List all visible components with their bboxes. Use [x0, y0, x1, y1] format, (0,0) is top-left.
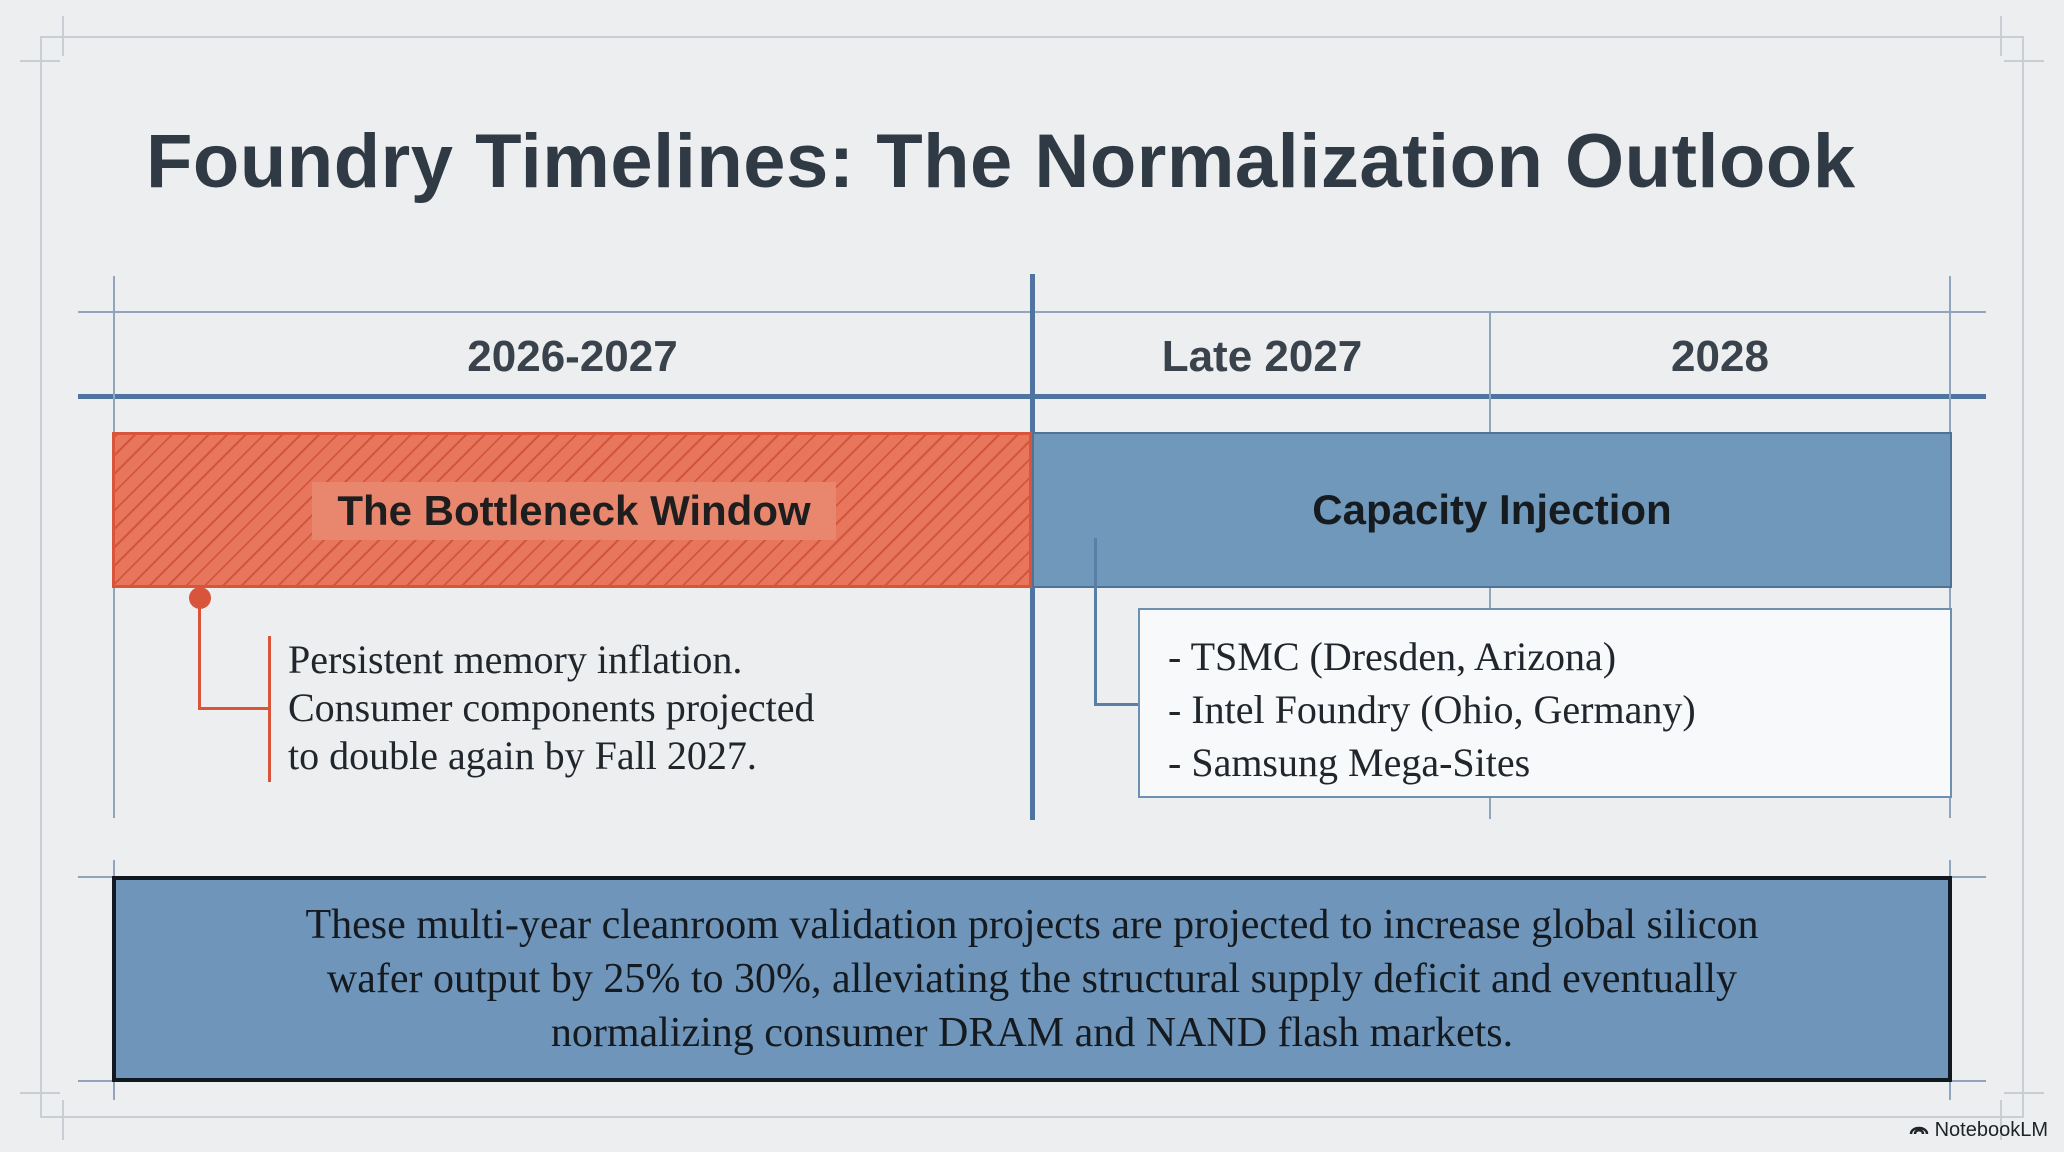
- callout-bracket: [268, 636, 271, 782]
- summary-line: These multi-year cleanroom validation pr…: [305, 902, 1759, 948]
- bottleneck-note-line: Persistent memory inflation.: [288, 637, 743, 682]
- list-item: - TSMC (Dresden, Arizona): [1168, 634, 1617, 679]
- frame-top-line: [40, 36, 2024, 38]
- bottleneck-note-line: to double again by Fall 2027.: [288, 733, 757, 778]
- column-header-2028: 2028: [1671, 332, 1769, 381]
- frame-left-line: [40, 36, 42, 1118]
- callout-connector-horizontal: [198, 707, 270, 710]
- list-item: - Intel Foundry (Ohio, Germany): [1168, 687, 1696, 732]
- crop-mark: [2000, 1100, 2002, 1140]
- notebooklm-logo-icon: [1909, 1119, 1929, 1142]
- foundry-list: - TSMC (Dresden, Arizona) - Intel Foundr…: [1138, 608, 1952, 798]
- crop-mark: [62, 1100, 64, 1140]
- crop-mark: [2004, 1092, 2044, 1094]
- capacity-connector-vertical: [1094, 538, 1097, 706]
- column-header-late-2027: Late 2027: [1161, 332, 1363, 381]
- crop-mark: [2004, 60, 2044, 62]
- frame-bottom-line: [40, 1116, 2024, 1118]
- list-item: - Samsung Mega-Sites: [1168, 740, 1531, 785]
- summary-line: normalizing consumer DRAM and NAND flash…: [550, 1010, 1514, 1056]
- bottleneck-note: Persistent memory inflation. Consumer co…: [288, 636, 948, 780]
- crop-mark: [20, 1092, 60, 1094]
- column-header-2026-2027: 2026-2027: [467, 332, 678, 381]
- page-title: Foundry Timelines: The Normalization Out…: [146, 119, 1856, 204]
- summary-box: These multi-year cleanroom validation pr…: [112, 876, 1952, 1082]
- callout-connector-vertical: [198, 598, 201, 710]
- crop-mark: [62, 16, 64, 56]
- bottleneck-window-label: The Bottleneck Window: [312, 482, 836, 540]
- capacity-injection-bar: Capacity Injection: [1032, 432, 1952, 588]
- capacity-connector-horizontal: [1094, 703, 1140, 706]
- frame-right-line: [2022, 36, 2024, 1118]
- summary-text: These multi-year cleanroom validation pr…: [305, 898, 1758, 1060]
- summary-line: wafer output by 25% to 30%, alleviating …: [326, 956, 1738, 1002]
- brand-label: NotebookLM: [1934, 1119, 2048, 1141]
- crop-mark: [20, 60, 60, 62]
- crop-mark: [2000, 16, 2002, 56]
- bottleneck-note-line: Consumer components projected: [288, 685, 815, 730]
- notebooklm-watermark: NotebookLM: [1909, 1119, 2048, 1142]
